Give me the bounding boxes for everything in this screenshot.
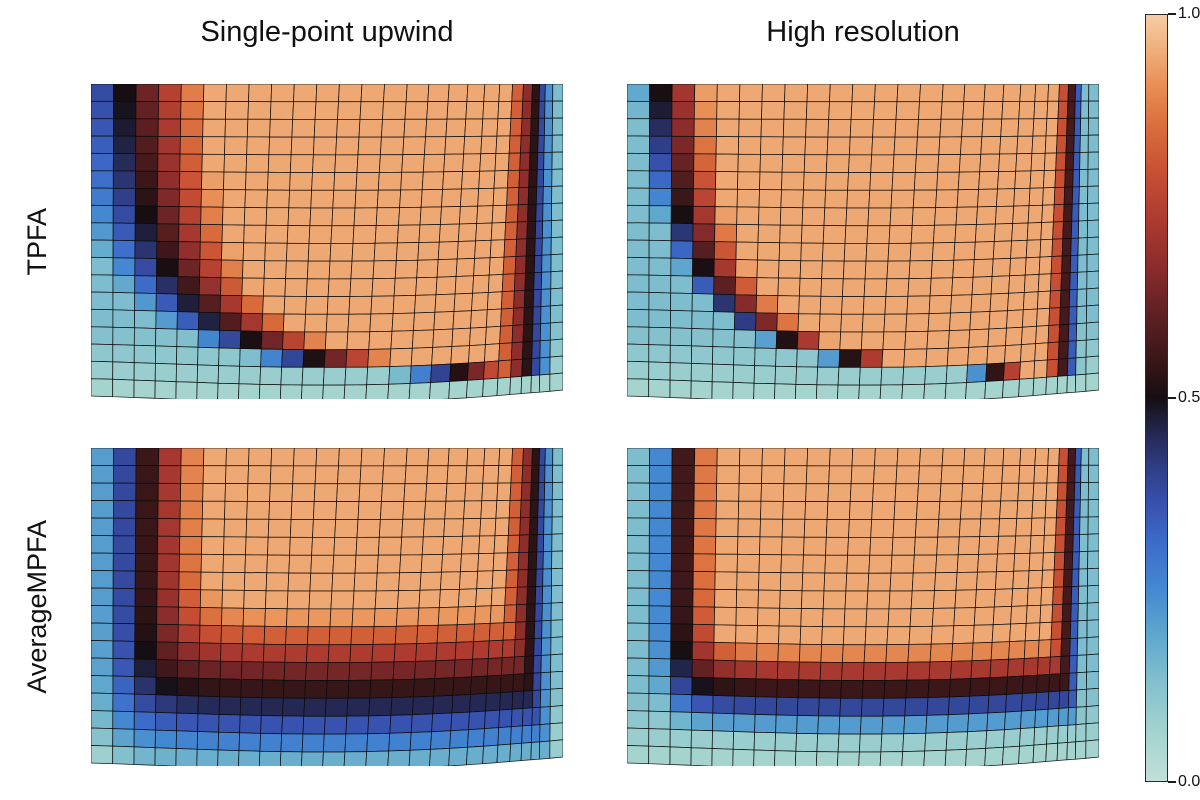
row-label-averagempfa: AverageMPFA [14,448,60,766]
colorbar-tick-label-min: 0.0 [1178,773,1200,790]
row-label-averagempfa-text: AverageMPFA [21,520,52,694]
mesh-svg [91,84,563,399]
mesh-svg [627,84,1099,399]
colorbar-tick-mark-top [1168,13,1176,15]
colorbar-tick-mark-bottom [1168,781,1176,783]
column-title-high-resolution: High resolution [766,16,960,48]
mesh-plot-averagempfa-single-point-upwind [91,448,563,766]
mesh-plot-tpfa-single-point-upwind [91,84,563,399]
colorbar-tick-mark-middle [1168,397,1176,399]
colorbar-tick-label-max: 1.0 [1178,5,1200,22]
mesh-plot-averagempfa-high-resolution [627,448,1099,766]
mesh-plot-tpfa-high-resolution [627,84,1099,399]
row-label-tpfa: TPFA [14,84,60,399]
mesh-svg [91,448,563,766]
colorbar-tick-label-mid: 0.5 [1178,389,1200,406]
mesh-svg [627,448,1099,766]
row-label-tpfa-text: TPFA [21,207,52,276]
colorbar-gradient [1145,14,1168,782]
column-title-single-point-upwind: Single-point upwind [200,16,454,48]
